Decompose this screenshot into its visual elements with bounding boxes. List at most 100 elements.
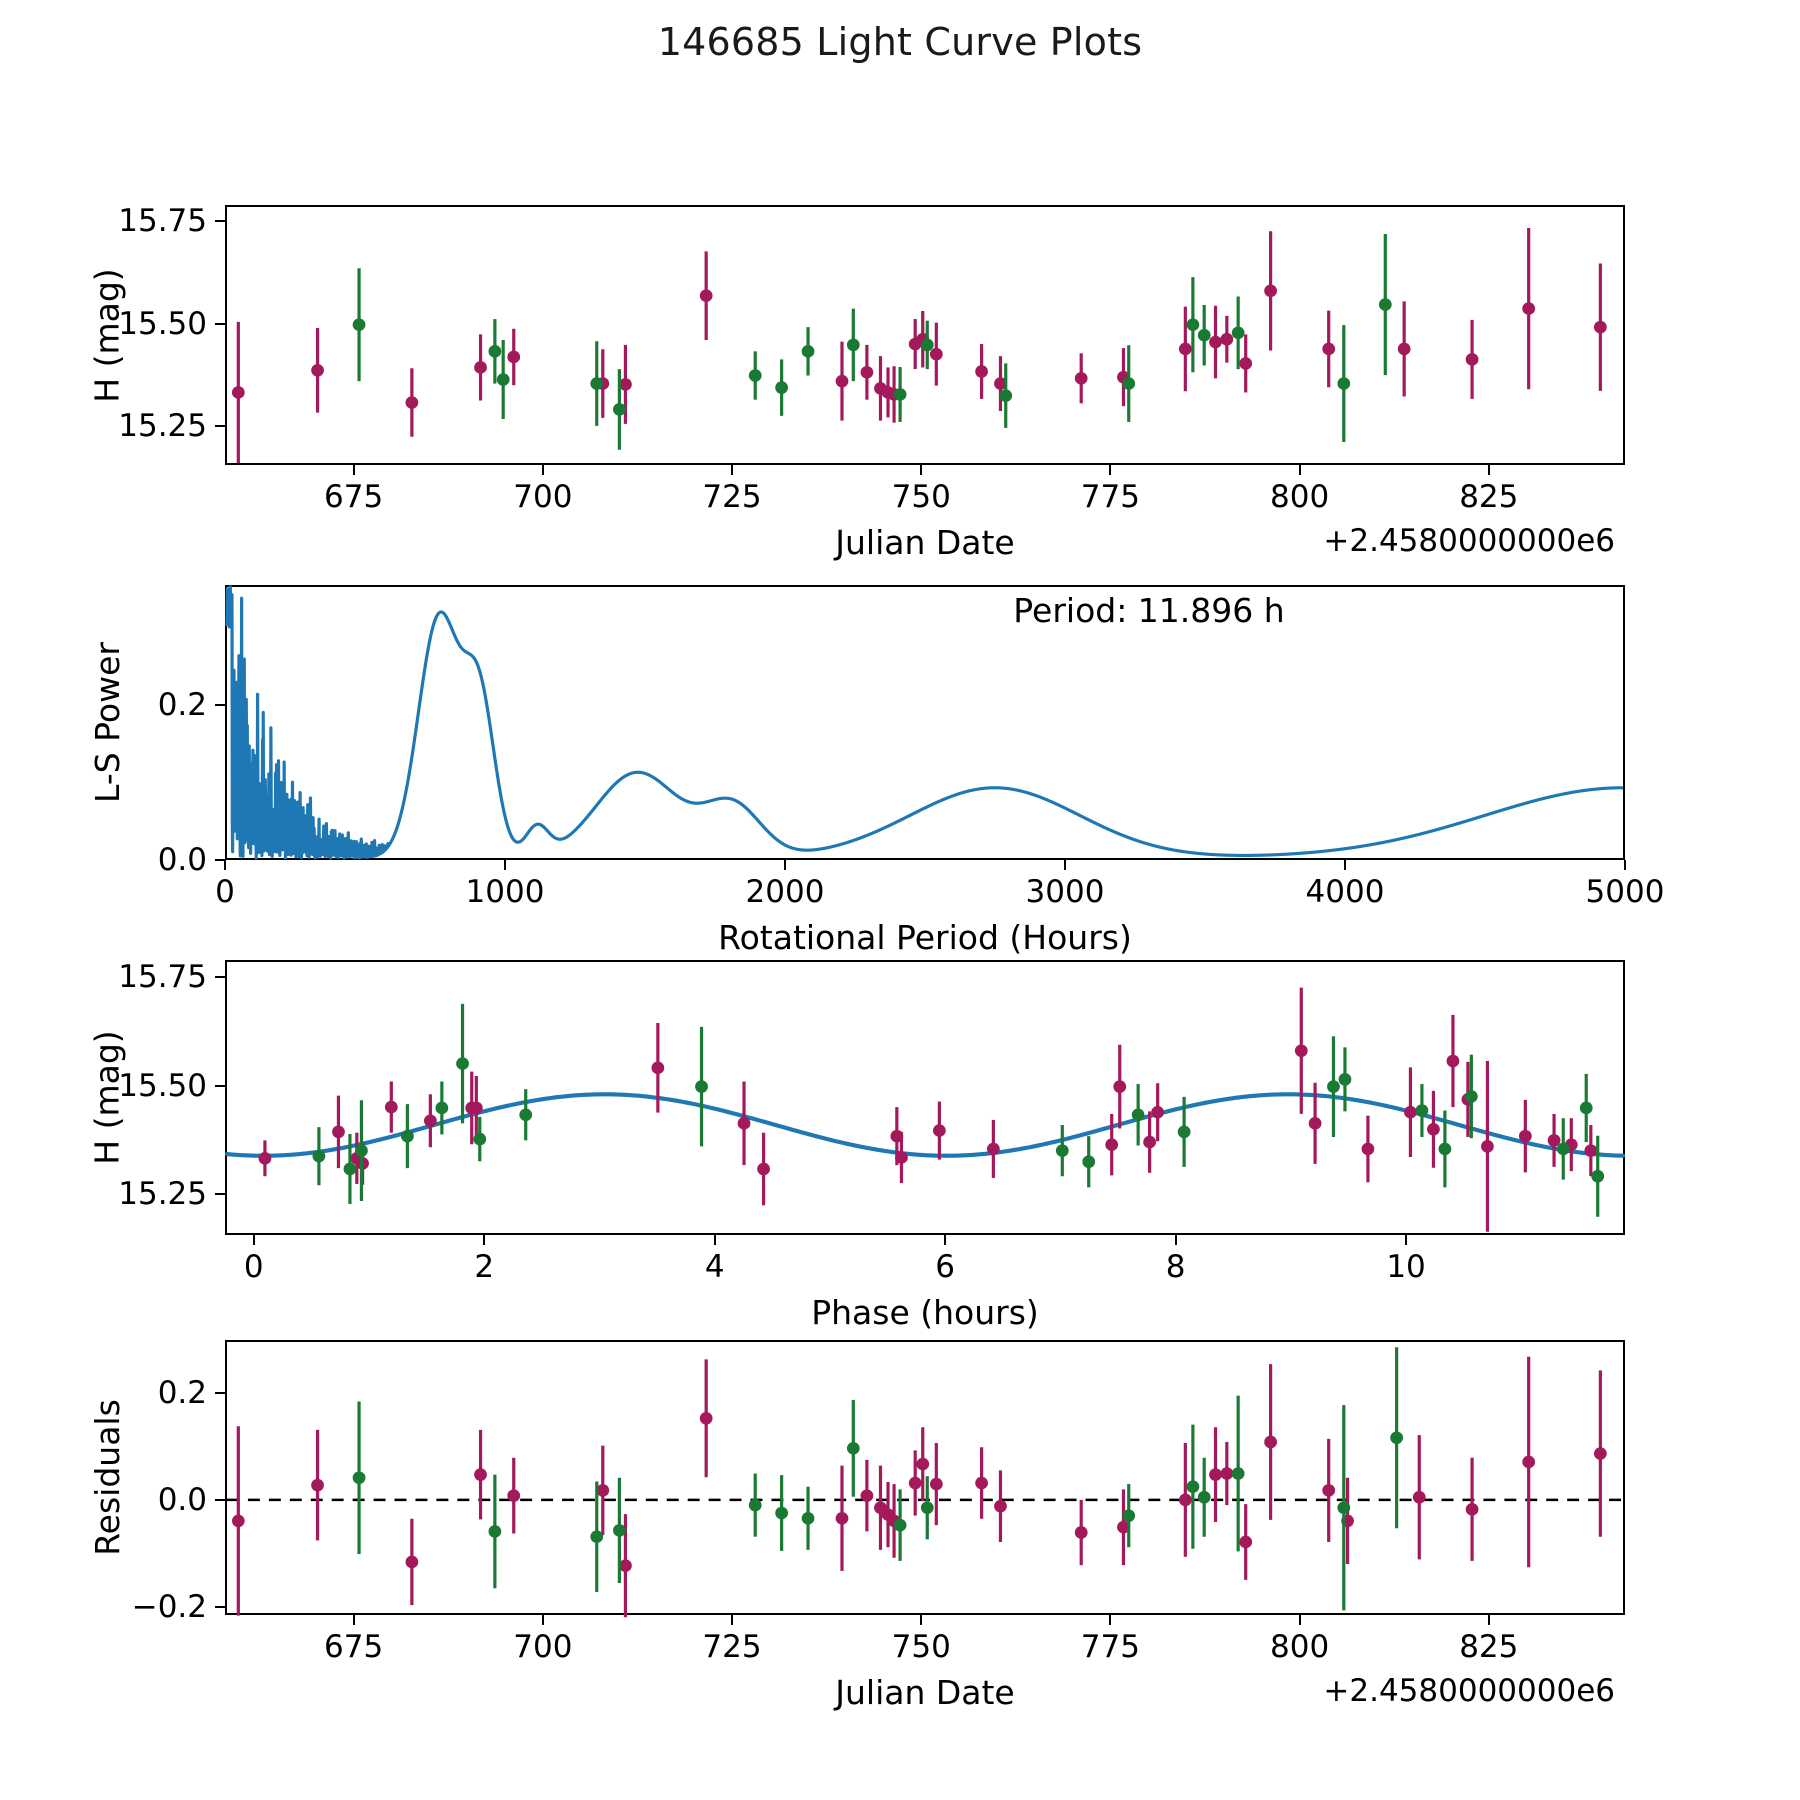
series-series_a (258, 987, 1598, 1232)
model-sine-curve (224, 1092, 1626, 1158)
data-point (1338, 1073, 1352, 1086)
x-tick-mark (1487, 465, 1490, 475)
data-point (975, 1476, 988, 1490)
data-point (1308, 1117, 1322, 1130)
x-axis-label: Rotational Period (Hours) (718, 918, 1132, 957)
data-point (1220, 332, 1234, 346)
data-point (1209, 335, 1222, 349)
x-tick-mark (541, 1615, 544, 1625)
data-point (1197, 328, 1211, 342)
period-annotation: Period: 11.896 h (1013, 591, 1285, 630)
x-tick-label: 775 (1080, 479, 1140, 515)
data-point (1464, 1090, 1478, 1103)
x-tick-mark (504, 860, 506, 870)
x-tick-label: 1000 (465, 874, 545, 910)
x-axis-label: Julian Date (835, 523, 1015, 562)
y-tick-label: 15.75 (118, 959, 207, 996)
data-point (1105, 1138, 1119, 1151)
data-point (405, 1555, 419, 1569)
data-point (231, 1514, 245, 1528)
data-point (893, 1518, 907, 1532)
data-point (748, 1498, 762, 1512)
data-point (860, 365, 874, 379)
data-point (1465, 353, 1479, 366)
data-point (1579, 1101, 1593, 1115)
x-tick-mark (252, 1235, 255, 1245)
data-point (1547, 1134, 1561, 1147)
data-point (1446, 1054, 1460, 1068)
x-tick-label: 4000 (1305, 874, 1385, 910)
data-point (405, 396, 419, 409)
y-tick-mark (215, 1392, 225, 1395)
x-tick-mark (1174, 1235, 1177, 1245)
data-point (916, 1457, 930, 1471)
data-point (1186, 318, 1200, 332)
y-tick-mark (215, 1192, 225, 1195)
data-point (311, 1478, 324, 1492)
data-point (1397, 342, 1411, 356)
x-tick-mark (541, 465, 544, 475)
data-point (401, 1129, 414, 1143)
series-series_b (312, 1003, 1605, 1217)
y-tick-label: 15.50 (118, 305, 207, 342)
data-point (231, 386, 245, 399)
x-tick-label: 700 (513, 479, 573, 515)
data-point (1556, 1142, 1570, 1156)
y-tick-mark (215, 220, 225, 223)
x-axis-label: Phase (hours) (811, 1293, 1039, 1332)
data-point (1122, 1509, 1136, 1522)
data-point (908, 1476, 922, 1490)
data-point (835, 1511, 849, 1525)
periodogram-trace (225, 585, 1625, 860)
data-point (737, 1117, 751, 1130)
data-point (651, 1061, 665, 1075)
data-point (775, 1506, 789, 1520)
x-tick-label: 3000 (1025, 874, 1105, 910)
data-point (1438, 1142, 1452, 1156)
data-point (895, 1151, 908, 1164)
data-point (473, 1132, 487, 1146)
data-point (1481, 1140, 1494, 1153)
x-tick-label: 725 (702, 1629, 762, 1665)
data-point (456, 1057, 469, 1070)
data-point (488, 1525, 502, 1538)
data-point (1337, 1501, 1351, 1515)
data-point (1197, 1490, 1211, 1504)
data-point (507, 350, 521, 364)
data-point (1117, 1520, 1130, 1534)
y-tick-label: 0.2 (157, 1375, 207, 1412)
data-point (1518, 1129, 1532, 1143)
data-point (1412, 1490, 1426, 1504)
x-tick-mark (1298, 1615, 1301, 1625)
y-tick-label: 15.25 (118, 1175, 207, 1212)
data-point (1322, 1484, 1336, 1497)
x-tick-mark (784, 860, 786, 870)
data-point (801, 345, 815, 358)
data-point (1522, 1455, 1536, 1469)
data-point (469, 1101, 483, 1115)
y-tick-label: 15.50 (118, 1067, 207, 1104)
x-tick-label: 775 (1080, 1629, 1140, 1665)
data-point (596, 1484, 610, 1497)
y-tick-mark (215, 322, 225, 325)
data-point (860, 1489, 874, 1502)
data-point (1591, 1169, 1605, 1183)
series-series_b (352, 234, 1392, 450)
x-tick-mark (224, 860, 226, 870)
data-point (999, 389, 1013, 402)
data-point (1593, 1447, 1607, 1460)
data-point (1178, 342, 1192, 356)
data-point (1074, 372, 1088, 385)
x-tick-label: 675 (324, 479, 384, 515)
x-tick-label: 750 (891, 479, 951, 515)
data-point (699, 289, 713, 302)
x-tick-mark (731, 465, 734, 475)
data-point (507, 1489, 521, 1502)
x-tick-label: 750 (891, 1629, 951, 1665)
data-point (1522, 302, 1536, 315)
x-axis-offset-text: +2.4580000000e6 (1323, 523, 1615, 559)
x-tick-label: 2 (474, 1249, 495, 1285)
data-point (352, 1471, 366, 1485)
